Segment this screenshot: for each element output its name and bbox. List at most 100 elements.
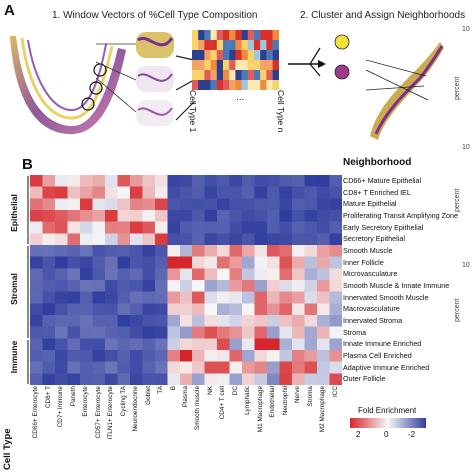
heatmap-cell bbox=[267, 315, 280, 328]
heatmap-cell bbox=[167, 210, 181, 223]
heatmap-cell bbox=[54, 315, 68, 328]
heatmap-cell bbox=[117, 338, 131, 351]
heatmap-cell bbox=[54, 256, 68, 269]
heatmap-cell bbox=[329, 303, 343, 316]
vector-cell bbox=[254, 70, 261, 81]
vector-cell bbox=[235, 50, 242, 61]
heatmap-cell bbox=[104, 268, 118, 281]
heatmap-cell bbox=[229, 338, 243, 351]
heatmap-cell bbox=[30, 198, 43, 211]
heatmap-cell bbox=[154, 338, 168, 351]
heatmap-cell bbox=[142, 291, 156, 304]
heatmap-cell bbox=[304, 326, 318, 339]
legend-color-bar bbox=[350, 418, 426, 428]
heatmap-cell bbox=[54, 198, 68, 211]
heatmap-cell bbox=[42, 303, 56, 316]
heatmap-cell bbox=[104, 315, 118, 328]
heatmap-cell bbox=[204, 175, 218, 188]
heatmap-cell bbox=[192, 303, 206, 316]
neighborhood-label: Smooth Muscle & Innate Immune bbox=[343, 281, 450, 290]
heatmap-cell bbox=[292, 315, 305, 328]
heatmap-cell bbox=[192, 280, 206, 293]
vector-cell bbox=[235, 40, 242, 51]
heatmap-cell bbox=[117, 233, 131, 246]
heatmap-cell bbox=[192, 268, 206, 281]
heatmap-cell bbox=[54, 221, 68, 234]
heatmap-cell bbox=[254, 326, 268, 339]
heatmap-cell bbox=[129, 175, 143, 188]
heatmap-cell bbox=[242, 186, 256, 199]
heatmap-cell bbox=[142, 268, 156, 281]
heatmap-cell bbox=[229, 361, 243, 374]
cell-type-label: CD4+ T cell bbox=[219, 386, 227, 420]
neighborhood-label: Innervated Smooth Muscle bbox=[343, 292, 429, 302]
heatmap-cell bbox=[292, 210, 305, 223]
heatmap-cell bbox=[92, 175, 106, 188]
vector-cell bbox=[272, 70, 279, 81]
heatmap-cell bbox=[167, 326, 181, 339]
heatmap-cell bbox=[204, 186, 218, 199]
heatmap-cell bbox=[30, 268, 43, 281]
neighborhood-assigned-tissue-image bbox=[366, 42, 444, 140]
heatmap-cell bbox=[267, 350, 280, 363]
heatmap-cell bbox=[142, 373, 156, 386]
heatmap-cell bbox=[217, 350, 231, 363]
heatmap-cell bbox=[42, 373, 56, 386]
heatmap-cell bbox=[192, 175, 206, 188]
cell-type-label: ITLN1+ Enterocyte bbox=[107, 386, 115, 440]
heatmap-cell bbox=[329, 175, 343, 188]
heatmap-cell bbox=[104, 198, 118, 211]
group-brackets bbox=[27, 176, 29, 384]
heatmap-cell bbox=[92, 361, 106, 374]
vector-cell bbox=[254, 50, 261, 61]
heatmap-cell bbox=[67, 361, 81, 374]
heatmap-cell bbox=[104, 186, 118, 199]
heatmap-cell bbox=[104, 350, 118, 363]
vector-cell bbox=[241, 60, 248, 71]
heatmap-cell bbox=[229, 175, 243, 188]
heatmap-cell bbox=[167, 268, 181, 281]
heatmap-cell bbox=[154, 361, 168, 374]
heatmap-cell bbox=[129, 303, 143, 316]
cell-type-label: Stroma bbox=[306, 386, 314, 407]
heatmap-cell bbox=[54, 291, 68, 304]
heatmap-cell bbox=[304, 186, 318, 199]
cell-type-label: NK bbox=[206, 386, 214, 395]
heatmap-cell bbox=[267, 268, 280, 281]
neighborhood-label: Smooth Muscle bbox=[343, 246, 393, 255]
heatmap-cell bbox=[267, 326, 280, 339]
window-vector-matrix bbox=[192, 30, 279, 90]
cell-type-label: Cycling TA bbox=[119, 386, 127, 417]
heatmap-cell bbox=[317, 361, 330, 374]
heatmap-cell bbox=[204, 338, 218, 351]
heatmap-cell bbox=[142, 198, 156, 211]
heatmap-cell bbox=[217, 233, 231, 246]
heatmap-cell bbox=[167, 350, 181, 363]
heatmap-cell bbox=[317, 175, 330, 188]
heatmap-cell bbox=[30, 233, 43, 246]
heatmap-cell bbox=[42, 245, 56, 258]
heatmap-cell bbox=[267, 280, 280, 293]
heatmap-cell bbox=[229, 268, 243, 281]
heatmap-cell bbox=[117, 256, 131, 269]
panel-a-step1-title: 1. Window Vectors of %Cell Type Composit… bbox=[52, 10, 258, 21]
vector-cell bbox=[210, 70, 217, 81]
heatmap-cell bbox=[30, 291, 43, 304]
heatmap-cell bbox=[104, 256, 118, 269]
heatmap-cell bbox=[254, 268, 268, 281]
heatmap-cell bbox=[129, 221, 143, 234]
heatmap-cell bbox=[292, 326, 305, 339]
heatmap-cell bbox=[242, 361, 256, 374]
heatmap-cell bbox=[142, 210, 156, 223]
heatmap-cell bbox=[154, 233, 168, 246]
heatmap-cell bbox=[92, 186, 106, 199]
heatmap-cell bbox=[329, 221, 343, 234]
heatmap-cell bbox=[329, 361, 343, 374]
heatmap-cell bbox=[30, 303, 43, 316]
vector-cell bbox=[198, 30, 205, 41]
vector-cell bbox=[260, 80, 267, 90]
vector-cell bbox=[198, 80, 205, 90]
heatmap-cell bbox=[192, 186, 206, 199]
heatmap-cell bbox=[317, 338, 330, 351]
heatmap-cell bbox=[167, 186, 181, 199]
